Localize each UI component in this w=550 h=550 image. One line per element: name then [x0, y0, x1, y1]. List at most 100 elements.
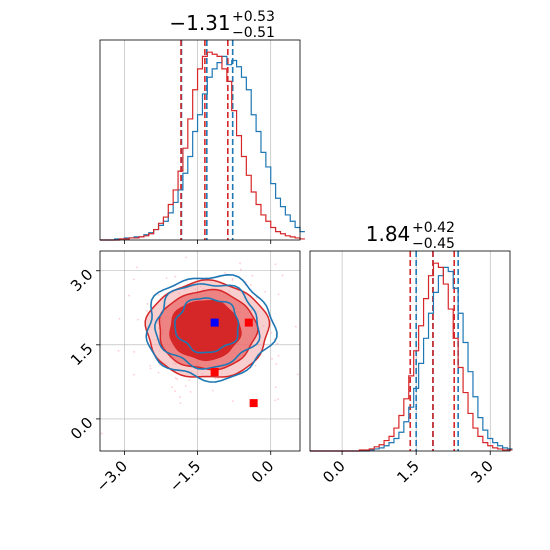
scatter-point-29 — [126, 243, 128, 245]
scatter-point-256 — [179, 396, 182, 399]
scatter-point-104 — [239, 268, 242, 271]
scatter-point-31 — [276, 342, 279, 345]
scatter-point-70 — [255, 297, 258, 299]
scatter-point-120 — [214, 377, 217, 380]
scatter-point-241 — [136, 318, 139, 321]
scatter-point-214 — [171, 386, 173, 389]
scatter-point-176 — [274, 399, 276, 402]
red-marker-1 — [210, 367, 219, 376]
scatter-point-204 — [274, 386, 277, 389]
blue-contour-line-0 — [145, 273, 278, 383]
red-contour-line-0 — [144, 278, 271, 378]
scatter-point-34 — [251, 274, 254, 277]
scatter-point-130 — [149, 367, 152, 370]
red-marker-2 — [249, 399, 258, 408]
x2-hist-ticks: 0.0 1.5 3.0 — [319, 451, 497, 487]
x2-histogram-panel: 0.0 1.5 3.0 1.84 +0.42 −0.45 — [309, 220, 513, 487]
x2-title: 1.84 — [366, 222, 411, 246]
scatter-point-251 — [157, 294, 160, 296]
scatter-point-30 — [239, 262, 241, 265]
scatter-point-23 — [165, 277, 168, 279]
x2-hist-blue-step — [310, 266, 513, 452]
x1-hist-frame — [99, 39, 301, 241]
x2-hist-frame — [309, 250, 511, 452]
scatter-point-220 — [217, 238, 219, 240]
red-contour-line-2 — [169, 299, 242, 362]
scatter-point-60 — [271, 358, 273, 360]
x1-hist-ticks — [123, 240, 272, 244]
scatter-point-194 — [117, 349, 120, 352]
scatter-point-219 — [277, 398, 279, 401]
scatter-point-79 — [303, 289, 305, 291]
scatter-point-26 — [294, 325, 297, 328]
scatter-point-195 — [264, 290, 267, 293]
scatter-point-129 — [277, 354, 280, 357]
contour-frame — [99, 250, 301, 452]
x2-hist-steps — [310, 262, 513, 452]
scatter-point-96 — [275, 363, 278, 365]
scatter-point-63 — [249, 284, 252, 287]
red-contour-line-1 — [158, 288, 259, 371]
scatter-point-21 — [132, 278, 135, 281]
scatter-point-86 — [132, 373, 135, 376]
red-contour-fill-2 — [170, 300, 241, 361]
x2-title-plus: +0.42 — [412, 220, 455, 236]
x2-hist-tick-label-2: 3.0 — [467, 457, 497, 487]
scatter-point-200 — [185, 256, 187, 259]
blue-marker-0 — [210, 318, 219, 327]
x1-x2-contour-panel: −3.0 −1.5 0.0 0.0 1.5 3.0 — [67, 231, 360, 496]
contour-y-ticks: 0.0 1.5 3.0 — [67, 265, 100, 443]
x1-hist-steps — [100, 51, 305, 241]
scatter-point-210 — [184, 384, 187, 387]
scatter-point-187 — [179, 402, 182, 405]
scatter-point-167 — [254, 364, 257, 367]
scatter-point-183 — [270, 331, 273, 334]
blue-contour-line-2 — [173, 297, 240, 354]
scatter-point-215 — [136, 266, 138, 269]
x2-title-minus: −0.45 — [412, 236, 455, 252]
x1-histogram-panel: −1.31 +0.53 −0.51 — [99, 9, 305, 244]
scatter-point-5 — [211, 389, 214, 392]
x2-hist-tick-label-0: 0.0 — [319, 457, 349, 487]
scatter-point-197 — [188, 379, 191, 381]
scatter-point-55 — [174, 377, 177, 379]
scatter-point-62 — [186, 231, 188, 233]
contour-y-tick-label-0: 0.0 — [67, 414, 97, 444]
scatter-point-138 — [176, 378, 179, 380]
scatter-point-170 — [128, 294, 130, 297]
x1-hist-blue-step — [100, 55, 305, 241]
x1-title-minus: −0.51 — [232, 25, 275, 41]
scatter-point-223 — [149, 364, 152, 367]
x2-hist-red-step — [310, 262, 513, 452]
scatter-point-172 — [146, 302, 149, 305]
contour-lines — [144, 273, 278, 383]
scatter-point-191 — [133, 351, 136, 353]
scatter-point-0 — [358, 318, 360, 320]
x1-hist-red-step — [100, 51, 305, 241]
truth-markers — [210, 318, 258, 408]
contour-y-tick-label-2: 3.0 — [67, 265, 97, 295]
scatter-point-234 — [157, 371, 160, 374]
scatter-point-231 — [174, 390, 176, 393]
scatter-point-58 — [231, 277, 234, 280]
scatter-point-162 — [146, 309, 148, 312]
scatter-point-32 — [217, 377, 220, 380]
contour-x-tick-label-1: −1.5 — [166, 457, 204, 495]
x1-quantile-lines — [180, 40, 234, 240]
scatter-point-93 — [224, 271, 227, 274]
scatter-point-106 — [281, 274, 284, 277]
red-marker-0 — [244, 318, 253, 327]
contour-fills — [145, 279, 270, 377]
scatter-point-52 — [231, 279, 234, 281]
x1-title-plus: +0.53 — [232, 9, 275, 25]
scatter-point-213 — [100, 432, 103, 435]
contour-y-tick-label-1: 1.5 — [67, 340, 97, 370]
contour-x-tick-label-2: 0.0 — [248, 457, 278, 487]
scatter-point-227 — [231, 400, 234, 403]
scatter-point-148 — [118, 317, 121, 320]
scatter-point-246 — [277, 293, 280, 296]
blue-contour-line-1 — [154, 283, 261, 370]
scatter-point-244 — [189, 390, 192, 393]
scatter-point-98 — [296, 373, 299, 376]
